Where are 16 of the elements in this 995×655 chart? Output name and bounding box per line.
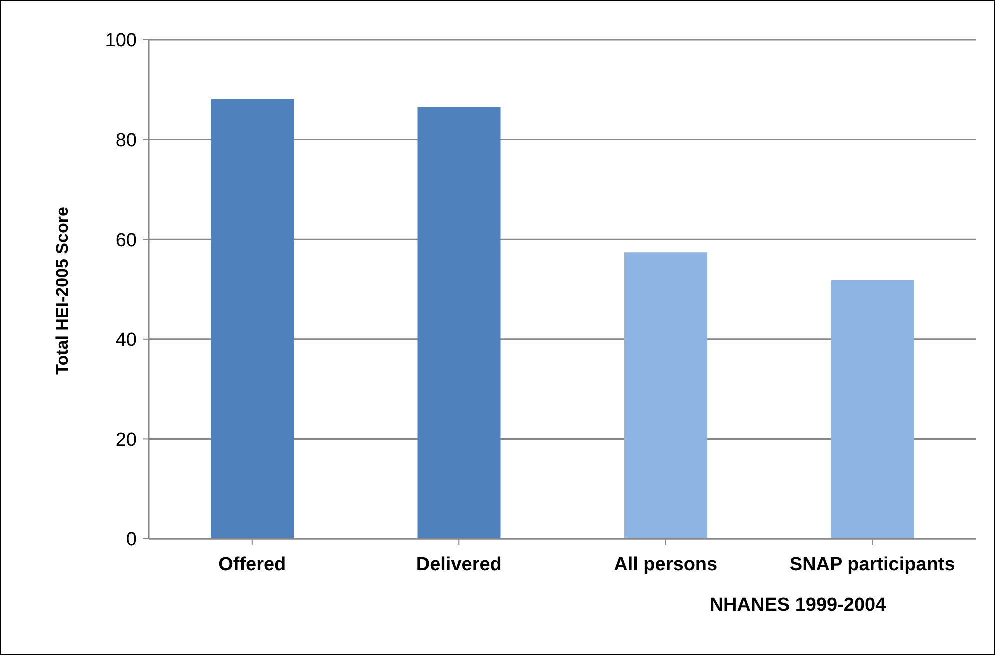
y-tick-label: 100 [105, 30, 137, 52]
bar [211, 99, 294, 539]
x-tick-label: Offered [218, 554, 286, 576]
y-tick-label: 60 [116, 230, 137, 252]
y-tick-label: 0 [126, 530, 137, 551]
text: NHANES 1999-2004 [710, 595, 886, 617]
x-tick-label: SNAP participants [790, 554, 956, 576]
y-axis-title: Total HEI-2005 Score [53, 207, 73, 375]
y-tick-label: 40 [116, 330, 137, 352]
y-tick-label: 80 [116, 130, 137, 152]
x-tick-label: All persons [614, 554, 718, 576]
bar [624, 252, 708, 539]
bar [831, 280, 914, 539]
y-tick-label: 20 [116, 430, 137, 451]
bar [418, 107, 501, 539]
x-tick-label: Delivered [416, 554, 502, 576]
